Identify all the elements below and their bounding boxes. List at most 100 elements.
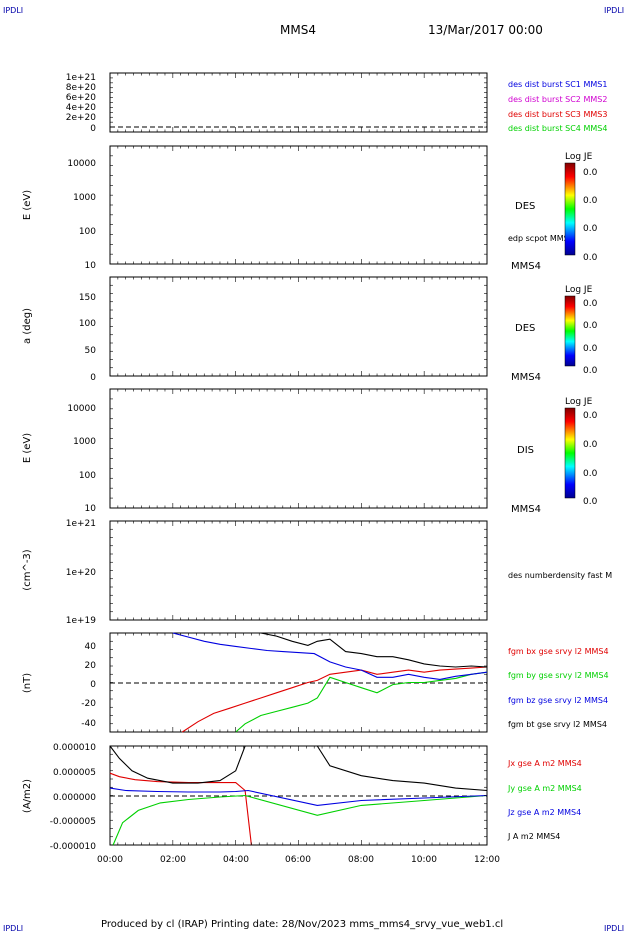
p5-ytick: 1e+21 [66, 519, 96, 529]
p4-ytick: 1000 [73, 437, 96, 447]
p3-ylabel: a (deg) [22, 308, 33, 344]
p1-legend-sc3: des dist burst SC3 MMS3 [508, 110, 607, 119]
p1-ytick: 8e+20 [66, 83, 97, 93]
p3-colorbar-tick: 0.0 [583, 366, 598, 376]
x-tick-label: 08:00 [348, 855, 374, 865]
p3-colorbar-tick: 0.0 [583, 299, 598, 309]
p4-colorbar-tick: 0.0 [583, 497, 598, 507]
x-tick-label: 10:00 [411, 855, 437, 865]
p2-colorbar-tick: 0.0 [583, 196, 598, 206]
p7-ytick: 0.000000 [53, 793, 96, 803]
panel-dis-energy: 10000 1000 100 10 E (eV) DIS MMS4 Log JE… [22, 388, 598, 515]
spacecraft-title: MMS4 [280, 23, 316, 37]
p3-spacecraft-label: MMS4 [511, 372, 541, 383]
p6-series-group [172, 632, 488, 733]
p6-legend-bt: fgm bt gse srvy l2 MMS4 [508, 720, 607, 729]
p1-ytick: 0 [90, 124, 96, 134]
p3-colorbar-tick: 0.0 [583, 344, 598, 354]
p7-ylabel: (A/m2) [22, 779, 33, 813]
x-axis: 00:00 02:00 04:00 06:00 08:00 10:00 12:0… [97, 855, 500, 865]
panel-des-pitch: 150 100 50 0 a (deg) DES MMS4 Log JE 0.0… [22, 276, 598, 383]
p1-legend-sc2: des dist burst SC2 MMS2 [508, 95, 607, 104]
p7-series-group [109, 745, 488, 846]
p6-legend-by: fgm by gse srvy l2 MMS4 [508, 671, 609, 680]
p2-ylabel: E (eV) [22, 190, 33, 220]
p6-legend-bz: fgm bz gse srvy l2 MMS4 [508, 696, 608, 705]
corner-label-bottom-left: IPDLI [3, 924, 24, 933]
p4-ylabel: E (eV) [22, 433, 33, 463]
p1-ytick: 2e+20 [66, 113, 97, 123]
p4-colorbar-tick: 0.0 [583, 440, 598, 450]
x-tick-label: 00:00 [97, 855, 123, 865]
p4-spacecraft-label: MMS4 [511, 504, 541, 515]
p5-legend: des numberdensity fast M [508, 571, 612, 580]
series-line-3 [242, 632, 488, 668]
p5-ylabel: (cm^-3) [22, 549, 33, 590]
p1-ytick: 1e+21 [66, 73, 96, 83]
p3-species-label: DES [515, 323, 535, 334]
p4-species-label: DIS [517, 445, 534, 456]
p6-ylabel: (nT) [22, 673, 33, 693]
series-line-0 [181, 666, 488, 733]
p7-ytick: 0.000005 [53, 768, 96, 778]
date-title: 13/Mar/2017 00:00 [428, 23, 543, 37]
x-tick-label: 02:00 [160, 855, 186, 865]
p6-ytick: 0 [90, 680, 96, 690]
panel-des-energy: 10000 1000 100 10 E (eV) DES edp scpot M… [22, 145, 598, 272]
p2-colorbar-tick: 0.0 [583, 224, 598, 234]
p4-colorbar-tick: 0.0 [583, 411, 598, 421]
p2-ytick: 1000 [73, 193, 96, 203]
p6-ytick: 20 [85, 661, 97, 671]
p3-colorbar-title: Log JE [565, 285, 593, 295]
p2-colorbar [564, 162, 576, 256]
panel-density: 1e+21 1e+20 1e+19 (cm^-3) des numberdens… [22, 519, 612, 626]
p2-species-label: DES [515, 201, 535, 212]
series-line-0 [109, 772, 252, 846]
p3-ytick: 100 [79, 319, 96, 329]
p2-ytick: 100 [79, 227, 96, 237]
series-line-2 [172, 632, 488, 680]
series-line-3 [109, 745, 488, 792]
panel-burst: 1e+21 8e+20 6e+20 4e+20 2e+20 0 des dist… [66, 72, 607, 134]
footer-text: Produced by cl (IRAP) Printing date: 28/… [101, 919, 504, 930]
p1-ytick: 4e+20 [66, 103, 97, 113]
series-line-1 [112, 794, 488, 846]
x-tick-label: 04:00 [223, 855, 249, 865]
p3-colorbar-tick: 0.0 [583, 321, 598, 331]
axis-tick-marks [109, 72, 488, 846]
p5-ytick: 1e+20 [66, 568, 97, 578]
p2-ytick: 10 [85, 261, 97, 271]
p4-ytick: 10 [85, 504, 97, 514]
p6-legend-bx: fgm bx gse srvy l2 MMS4 [508, 647, 609, 656]
p3-colorbar [564, 295, 576, 367]
p3-ytick: 0 [90, 373, 96, 383]
p2-colorbar-title: Log JE [565, 152, 593, 162]
x-tick-label: 06:00 [285, 855, 311, 865]
series-line-2 [109, 787, 488, 806]
corner-label-top-left: IPDLI [3, 6, 24, 15]
p2-colorbar-tick: 0.0 [583, 253, 598, 263]
series-line-1 [235, 671, 488, 733]
p1-legend-sc1: des dist burst SC1 MMS1 [508, 80, 607, 89]
panel-current: 0.000010 0.000005 0.000000 -0.000005 -0.… [22, 743, 582, 852]
p7-ytick: -0.000010 [50, 842, 96, 852]
p1-legend-sc4: des dist burst SC4 MMS4 [508, 124, 607, 133]
p4-colorbar-tick: 0.0 [583, 469, 598, 479]
p7-legend-j: J A m2 MMS4 [507, 832, 560, 841]
p5-ytick: 1e+19 [66, 616, 97, 626]
p2-ytick: 10000 [67, 159, 96, 169]
p7-legend-jz: Jz gse A m2 MMS4 [507, 808, 581, 817]
p2-colorbar-tick: 0.0 [583, 168, 598, 178]
p6-ytick: 40 [85, 642, 97, 652]
p4-colorbar-title: Log JE [565, 397, 593, 407]
x-tick-label: 12:00 [474, 855, 500, 865]
p7-legend-jx: Jx gse A m2 MMS4 [507, 759, 582, 768]
p6-ytick: -40 [81, 719, 96, 729]
p3-ytick: 150 [79, 293, 96, 303]
p4-ytick: 10000 [67, 404, 96, 414]
p2-scpot-label: edp scpot MMS4 [508, 234, 574, 243]
p6-ytick: -20 [81, 699, 96, 709]
p4-ytick: 100 [79, 471, 96, 481]
panel-magnetic-field: 40 20 0 -20 -40 (nT) fgm bx gse srvy l2 … [22, 632, 609, 733]
